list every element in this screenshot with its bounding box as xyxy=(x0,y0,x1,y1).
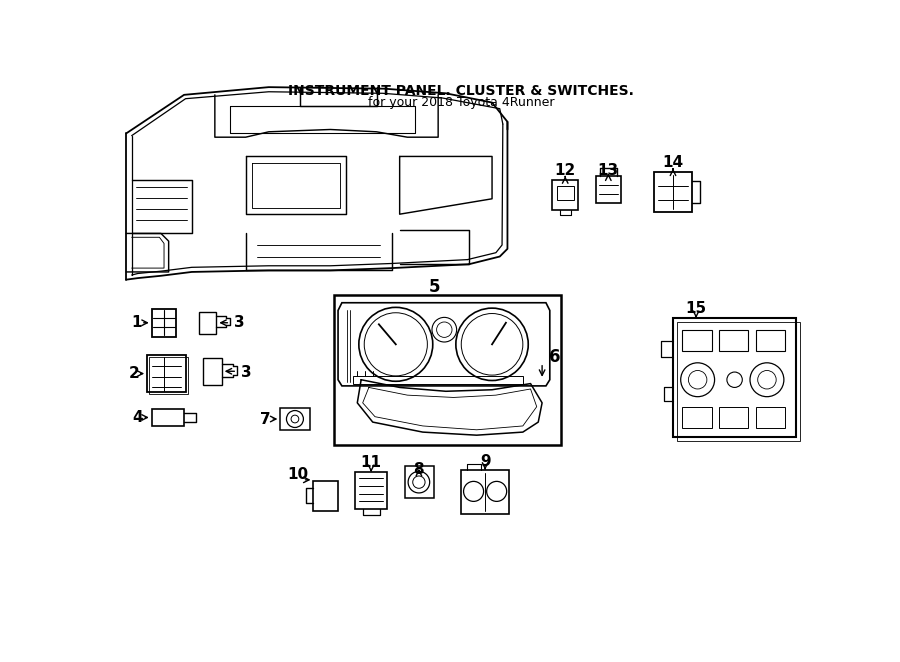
Text: for your 2018 Toyota 4Runner: for your 2018 Toyota 4Runner xyxy=(368,96,554,109)
Text: 15: 15 xyxy=(686,301,706,316)
Text: 12: 12 xyxy=(554,163,576,178)
Text: INSTRUMENT PANEL. CLUSTER & SWITCHES.: INSTRUMENT PANEL. CLUSTER & SWITCHES. xyxy=(288,84,634,98)
Bar xyxy=(334,295,562,445)
Text: 10: 10 xyxy=(287,467,309,482)
Bar xyxy=(557,186,573,199)
Bar xyxy=(200,312,216,334)
Bar xyxy=(280,408,310,430)
Text: 13: 13 xyxy=(598,163,619,178)
Bar xyxy=(682,406,712,428)
Text: 6: 6 xyxy=(549,348,561,365)
Bar xyxy=(354,376,523,383)
Text: 3: 3 xyxy=(241,365,252,379)
Bar xyxy=(149,357,188,395)
Bar xyxy=(552,179,579,211)
Text: 4: 4 xyxy=(132,410,143,425)
Bar xyxy=(682,330,712,352)
Bar xyxy=(719,406,749,428)
Text: 2: 2 xyxy=(129,366,140,381)
Text: 14: 14 xyxy=(662,155,684,170)
Text: 9: 9 xyxy=(480,454,491,469)
Bar xyxy=(405,466,435,498)
Bar xyxy=(152,409,184,426)
Text: 5: 5 xyxy=(428,278,440,297)
Bar xyxy=(147,355,185,392)
Text: 7: 7 xyxy=(260,412,271,426)
Bar xyxy=(677,322,800,442)
Bar xyxy=(461,470,509,514)
Bar xyxy=(673,318,796,438)
Text: 3: 3 xyxy=(234,315,245,330)
Bar xyxy=(313,481,338,510)
Bar xyxy=(596,175,621,203)
Bar xyxy=(355,472,387,509)
Bar xyxy=(152,309,176,336)
Text: 11: 11 xyxy=(361,455,382,469)
Bar xyxy=(756,330,786,352)
Bar xyxy=(203,358,221,385)
Text: 1: 1 xyxy=(131,315,141,330)
Bar xyxy=(653,172,692,212)
Bar xyxy=(719,330,749,352)
Text: 8: 8 xyxy=(414,462,424,477)
Bar xyxy=(756,406,786,428)
